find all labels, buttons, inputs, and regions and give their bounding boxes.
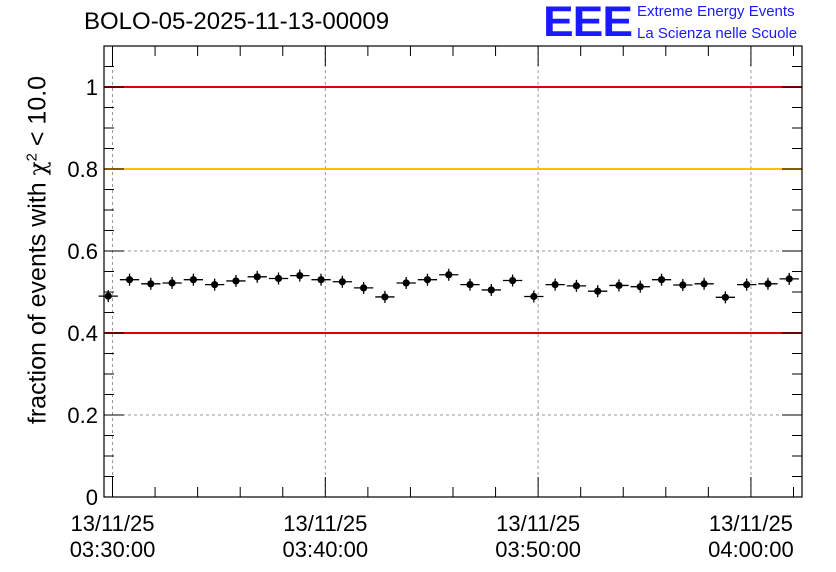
data-marker: [253, 273, 261, 281]
data-point: [119, 273, 140, 286]
data-marker: [721, 293, 729, 301]
x-tick-label-date: 13/11/25: [71, 511, 155, 536]
data-point: [353, 281, 374, 294]
data-point: [524, 290, 544, 303]
y-tick-label: 0.4: [67, 321, 98, 346]
y-tick-label: 0.2: [67, 403, 98, 428]
data-point: [247, 270, 267, 283]
data-marker: [700, 280, 708, 288]
y-axis-label: fraction of events with χ2 < 10.0: [23, 76, 52, 424]
data-point: [715, 291, 736, 304]
data-marker: [636, 283, 644, 291]
x-tick-label-time: 03:40:00: [282, 537, 368, 562]
data-marker: [785, 275, 793, 283]
data-marker: [572, 282, 581, 290]
y-axis-label-sup: 2: [23, 153, 41, 162]
data-point: [375, 290, 395, 303]
y-tick-label: 0.6: [67, 239, 98, 264]
data-marker: [402, 279, 410, 287]
data-marker: [381, 293, 389, 301]
y-axis-label-prefix: fraction of events with: [23, 175, 52, 425]
data-point: [226, 274, 246, 287]
y-tick-label: 0.8: [67, 157, 98, 182]
eee-logo: EEE: [543, 0, 633, 46]
data-marker: [232, 277, 240, 285]
data-marker: [594, 287, 602, 295]
chart-title: BOLO-05-2025-11-13-00009: [84, 8, 390, 35]
data-marker: [274, 274, 283, 283]
data-marker: [423, 276, 432, 284]
data-marker: [211, 281, 219, 289]
x-tick-label-date: 13/11/25: [283, 511, 367, 536]
data-marker: [743, 281, 751, 289]
data-point: [439, 268, 459, 281]
data-point: [758, 277, 778, 290]
data-marker: [551, 281, 559, 289]
data-point: [673, 279, 693, 292]
data-point: [737, 278, 757, 291]
data-point: [183, 273, 204, 286]
data-point: [290, 269, 310, 282]
data-marker: [125, 276, 134, 284]
axis-ticks: [104, 45, 802, 498]
data-point: [311, 273, 331, 286]
x-tick-label-time: 04:00:00: [708, 537, 794, 562]
data-point: [609, 279, 629, 292]
data-marker: [530, 292, 538, 301]
data-point: [481, 283, 501, 296]
data-point: [205, 278, 225, 291]
data-marker: [508, 276, 517, 285]
data-marker: [445, 271, 453, 279]
tick-labels: 00.20.40.60.8113/11/2503:30:0013/11/2503…: [67, 75, 793, 562]
reference-lines: [104, 86, 802, 334]
x-tick-label-time: 03:50:00: [495, 537, 581, 562]
data-point: [98, 290, 118, 303]
y-tick-label: 0: [86, 485, 98, 510]
data-point: [332, 275, 352, 288]
data-point: [694, 277, 714, 290]
data-points: [98, 268, 799, 304]
plot-border: [103, 45, 803, 498]
data-marker: [317, 276, 325, 284]
data-point: [396, 276, 416, 289]
data-marker: [168, 279, 176, 287]
data-marker: [487, 286, 495, 294]
x-tick-label-time: 03:30:00: [70, 537, 156, 562]
data-marker: [615, 281, 623, 290]
data-point: [141, 277, 161, 290]
grid: [104, 46, 802, 497]
x-tick-label-date: 13/11/25: [709, 511, 793, 536]
data-point: [545, 278, 565, 291]
data-point: [502, 274, 523, 287]
y-axis-label-suffix: < 10.0: [23, 75, 52, 154]
data-marker: [764, 280, 772, 288]
y-axis-label-chi: χ: [25, 161, 52, 176]
data-point: [162, 276, 182, 289]
logo-line-2: La Scienza nelle Scuole: [637, 25, 798, 42]
data-point: [268, 272, 289, 285]
data-marker: [147, 280, 155, 288]
data-marker: [189, 276, 197, 284]
plot-frame: [103, 45, 803, 498]
data-point: [417, 273, 438, 286]
data-marker: [466, 281, 474, 289]
x-tick-label-date: 13/11/25: [496, 511, 580, 536]
data-point: [588, 285, 608, 298]
data-point: [651, 273, 672, 286]
data-marker: [360, 284, 368, 292]
data-point: [460, 278, 480, 291]
y-tick-label: 1: [86, 75, 98, 100]
data-marker: [338, 278, 346, 286]
data-point: [566, 279, 587, 292]
data-point: [630, 280, 650, 293]
data-marker: [104, 292, 112, 300]
data-marker: [296, 272, 304, 280]
data-marker: [679, 281, 687, 289]
data-marker: [657, 276, 666, 284]
logo-line-1: Extreme Energy Events: [637, 3, 795, 20]
data-point: [779, 272, 799, 285]
